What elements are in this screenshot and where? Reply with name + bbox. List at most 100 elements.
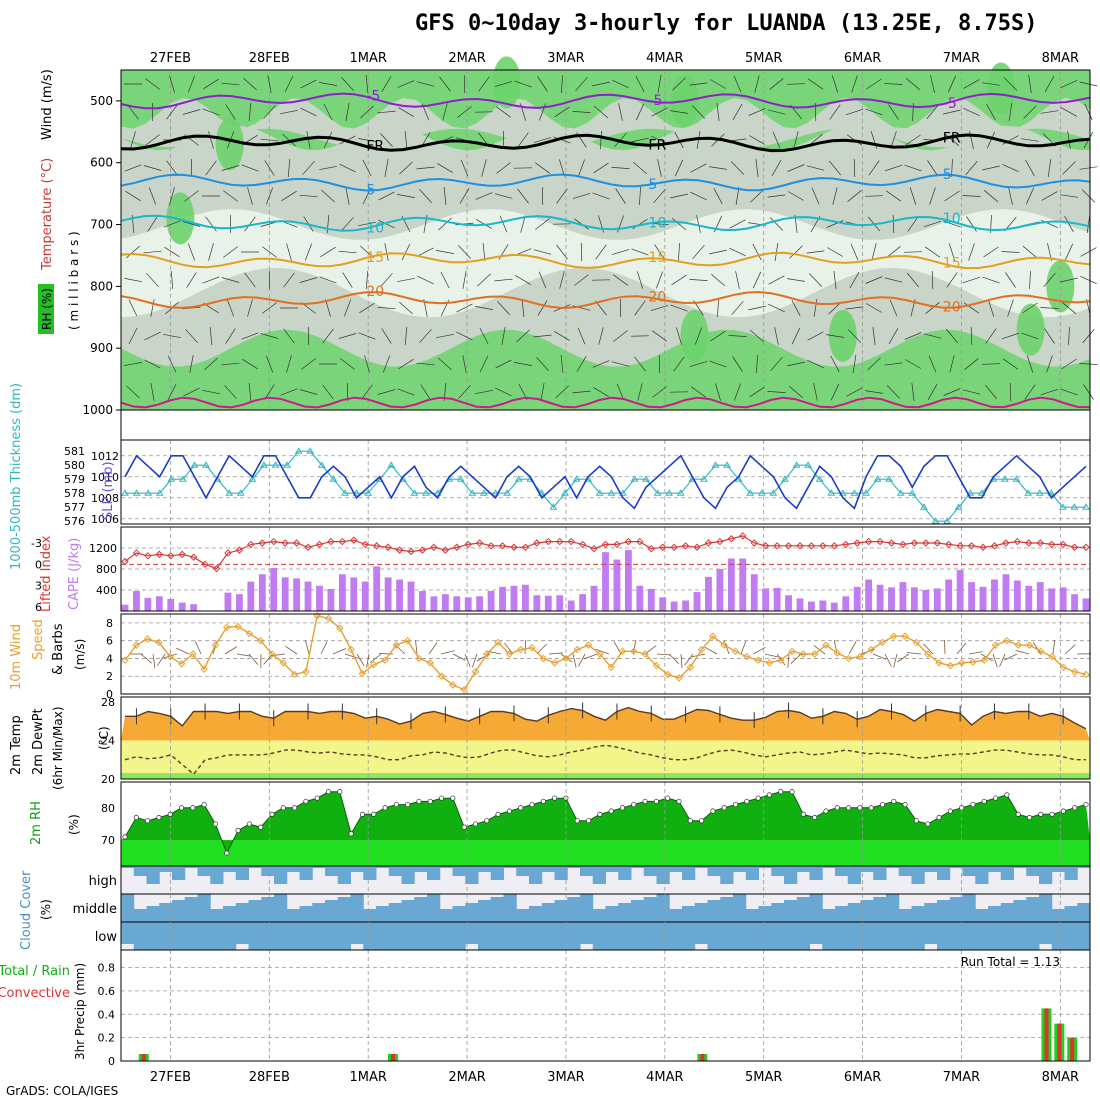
wind-barb [811,187,820,205]
li-point [315,540,324,549]
wind10-unit: (m/s) [73,639,87,670]
thickness-point [1047,489,1056,496]
wind-barb [789,245,803,259]
cape-bar [602,552,609,611]
li-point [430,543,438,551]
wind-barb [690,163,707,173]
wind-barb [437,163,453,173]
wind-barb [130,131,136,149]
cloud-middle-bar [988,906,1002,922]
rh2-point [325,789,332,795]
wind-barb [124,362,142,366]
wind-barb [965,160,978,176]
cape-bar [888,587,895,611]
cloud-middle-bar [503,894,517,922]
cape-axis-label: CAPE (J/kg) [67,538,82,610]
wind-barb [749,329,765,343]
rh-key [38,284,54,334]
wind-barb [319,165,337,171]
precip-frame [120,949,1091,1062]
cloud-middle-bar [1039,894,1053,922]
wind-barb [951,158,953,178]
cape-bar [235,594,243,611]
wind-barb [716,103,720,121]
cloud-high-bar [414,866,428,872]
wind-barb [304,243,313,261]
thickness-point [1024,489,1032,496]
wind-barb [752,243,762,261]
wind-barb [358,138,376,142]
cloud-high-bar [911,866,925,884]
wind-barb [166,160,178,176]
li-point [464,540,472,549]
cloud-middle-bar [835,906,849,922]
cloud-high-bar [286,866,300,872]
wind-barb [634,300,646,316]
li-point [201,560,209,569]
li-point [647,544,655,553]
wind-barb [436,250,454,254]
wind-barb [833,271,837,289]
cloud-middle-bar [439,909,453,922]
rh2-point [936,814,942,821]
li-point [1002,539,1010,547]
rh2-point [190,805,196,811]
wind-barb [189,355,194,373]
thickness-point [514,475,523,482]
wind-barb [556,188,568,204]
wind-barb [905,359,921,369]
wind10-barb [680,653,683,669]
cloud-low-bar [414,922,428,950]
wind-barb [143,165,162,171]
temp-tick-label: 20 [101,773,115,786]
li-line [124,535,1086,570]
cloud-high-bar [146,866,160,884]
wind-barb [748,108,766,116]
wind-barb [1079,166,1098,170]
wind-barb [728,335,747,337]
wind-barb [827,247,843,257]
thickness-point [537,489,546,496]
wind-barb [517,188,529,204]
rh2-point [224,850,230,856]
wind-barb [397,388,415,396]
cloud-middle-bar [631,900,645,922]
wind-barb [326,214,330,234]
wind-barb [443,186,447,206]
wind-barb [247,187,253,205]
wind-barb [494,278,513,282]
wind10-point [268,650,276,658]
cloud-low-bar [1064,922,1078,950]
wind-barb [381,76,392,92]
wind-barb [247,299,253,317]
cloud-middle-bar [121,894,135,922]
cloud-low-bar [516,922,530,950]
thickness-point [943,517,951,524]
cloud-high-bar [1026,866,1040,876]
wind-barb [458,245,471,259]
wind-barb [267,75,272,93]
top-date-label: 2MAR [448,51,485,66]
rh2-point [1083,802,1089,808]
wind-barb [884,277,903,283]
rh2-point [1015,811,1021,817]
cloud-low-bar [133,922,147,950]
wind10-point [1025,641,1034,649]
wind-barb [907,216,919,232]
wind10-point [731,647,740,656]
li-point [578,540,587,549]
li-point [338,537,347,546]
wind-barb [260,333,279,339]
cape-bar [579,594,587,611]
wind-barb [632,218,648,230]
wind10-point [867,645,875,654]
cloud-middle-bar [401,900,415,922]
wind10-point [641,650,649,658]
li-point [1082,543,1090,551]
li-point [990,542,999,550]
cloud-low-bar [490,922,504,950]
thickness-point [456,475,465,482]
wind-barb [182,221,201,227]
wind-barb [164,246,180,258]
wind-barb [475,389,493,395]
